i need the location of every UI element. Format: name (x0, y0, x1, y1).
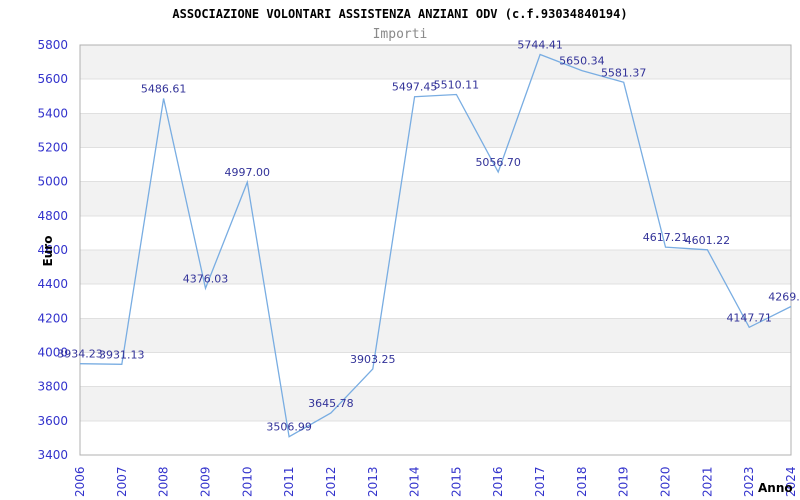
x-tick-label: 2011 (282, 466, 296, 497)
point-label: 5581.37 (601, 66, 647, 79)
x-tick-label: 2013 (366, 466, 380, 497)
x-tick-label: 2019 (617, 466, 631, 497)
point-label: 4601.22 (685, 234, 731, 247)
grid-band (80, 113, 791, 148)
x-tick-label: 2012 (324, 466, 338, 497)
x-tick-label: 2018 (575, 466, 589, 497)
x-tick-label: 2024 (784, 466, 798, 497)
grid-band (80, 318, 791, 353)
x-tick-label: 2020 (659, 466, 673, 497)
y-tick-label: 4200 (37, 311, 68, 325)
y-tick-label: 4600 (37, 243, 68, 257)
chart-title: ASSOCIAZIONE VOLONTARI ASSISTENZA ANZIAN… (172, 7, 627, 21)
grid-band (80, 386, 791, 421)
y-tick-label: 5200 (37, 141, 68, 155)
point-label: 3903.25 (350, 353, 396, 366)
plot-border (79, 44, 792, 456)
point-label: 4376.03 (183, 272, 229, 285)
grid-band (80, 181, 791, 216)
x-axis-label: Anno (758, 481, 793, 495)
y-tick-label: 3800 (37, 380, 68, 394)
point-label: 5056.70 (475, 156, 521, 169)
point-label: 5744.41 (517, 39, 563, 52)
grid-band (80, 215, 791, 250)
y-tick-label: 5400 (37, 106, 68, 120)
y-tick-label: 4400 (37, 277, 68, 291)
point-label: 3506.99 (266, 421, 312, 434)
x-tick-label: 2008 (157, 466, 171, 497)
x-tick-label: 2010 (240, 466, 254, 497)
point-label: 4617.21 (643, 231, 689, 244)
y-tick-label: 5000 (37, 175, 68, 189)
x-tick-label: 2007 (115, 466, 129, 497)
point-label: 3645.78 (308, 397, 354, 410)
x-tick-label: 2017 (533, 466, 547, 497)
x-tick-label: 2015 (449, 466, 463, 497)
y-tick-label: 3400 (37, 448, 68, 462)
y-tick-label: 4800 (37, 209, 68, 223)
grid-band (80, 420, 791, 455)
grid-band (80, 352, 791, 387)
point-label: 4997.00 (225, 166, 271, 179)
x-tick-label: 2014 (408, 466, 422, 497)
point-label: 5497.45 (392, 81, 438, 94)
point-label: 5486.61 (141, 83, 187, 96)
x-tick-label: 2016 (491, 466, 505, 497)
y-tick-label: 5800 (37, 38, 68, 52)
grid-band (80, 284, 791, 319)
x-tick-label: 2021 (700, 466, 714, 497)
y-tick-label: 3600 (37, 414, 68, 428)
point-label: 3931.13 (99, 348, 145, 361)
point-label: 3934.23 (57, 348, 103, 361)
point-label: 5510.11 (434, 79, 480, 92)
grid-band (80, 147, 791, 182)
chart-subtitle: Importi (373, 27, 428, 42)
x-tick-label: 2023 (742, 466, 756, 497)
x-tick-label: 2009 (198, 466, 212, 497)
data-line (79, 53, 792, 438)
point-label: 4147.71 (726, 311, 772, 324)
y-axis-label: Euro (41, 236, 55, 267)
y-tick-label: 4000 (37, 346, 68, 360)
y-tick-label: 5600 (37, 72, 68, 86)
point-label: 5650.34 (559, 55, 605, 68)
point-label: 4269.30 (768, 291, 800, 304)
x-tick-label: 2006 (73, 466, 87, 497)
grid-band (80, 45, 791, 80)
